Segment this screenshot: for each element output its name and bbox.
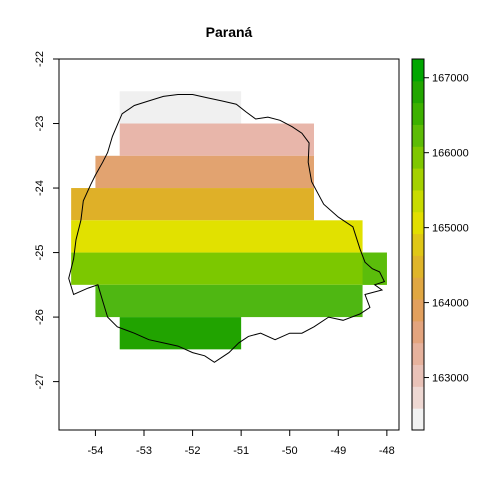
x-axis: -54 -53 -52 -51 -50 -49 -48 (87, 429, 395, 457)
raster-row-4 (71, 188, 315, 221)
raster-cells (71, 91, 387, 350)
legend-swatch (412, 364, 424, 387)
legend-swatch (412, 211, 424, 235)
legend-tick-label: 167000 (432, 73, 469, 85)
y-tick-label: -24 (34, 180, 46, 196)
x-tick-label: -54 (87, 445, 103, 457)
legend-swatch (412, 80, 424, 104)
map-title: Paraná (206, 24, 253, 40)
legend-swatch (412, 386, 424, 409)
legend-swatch (412, 168, 424, 191)
legend-swatch (412, 146, 424, 169)
legend-swatch (412, 320, 424, 344)
x-tick-label: -53 (136, 445, 152, 457)
raster-row-7 (95, 284, 363, 318)
legend-tick-label: 163000 (432, 373, 469, 385)
legend-swatch (412, 233, 424, 256)
legend-swatch (412, 277, 424, 300)
raster-row-5 (71, 220, 363, 253)
y-tick-label: -25 (34, 245, 46, 261)
legend-swatch (412, 408, 424, 431)
y-tick-label: -26 (34, 309, 46, 325)
raster-row-8 (119, 317, 242, 350)
legend-tick-label: 166000 (432, 148, 469, 160)
y-axis: -22 -23 -24 -25 -26 -27 (34, 51, 60, 390)
legend-swatch (412, 189, 424, 213)
raster-row-1 (119, 91, 242, 124)
legend-swatch (412, 299, 424, 322)
legend-swatch (412, 124, 424, 147)
legend-swatch (412, 342, 424, 366)
x-tick-label: -52 (185, 445, 201, 457)
y-tick-label: -27 (34, 374, 46, 390)
legend-tick-label: 164000 (432, 298, 469, 310)
legend-swatch (412, 102, 424, 125)
legend-tick-label: 165000 (432, 223, 469, 235)
raster-row-2 (119, 123, 314, 156)
raster-row-6 (71, 252, 387, 285)
y-tick-label: -23 (34, 116, 46, 132)
x-tick-label: -50 (282, 445, 298, 457)
color-legend: 163000 164000 165000 166000 167000 (411, 58, 469, 431)
raster-row-3 (95, 155, 314, 189)
y-tick-label: -22 (34, 51, 46, 67)
legend-frame (411, 58, 425, 431)
state-outline (68, 94, 386, 363)
legend-swatch (412, 59, 424, 82)
x-tick-label: -49 (330, 445, 346, 457)
legend-swatch (412, 255, 424, 278)
x-tick-label: -48 (379, 445, 395, 457)
x-tick-label: -51 (233, 445, 249, 457)
